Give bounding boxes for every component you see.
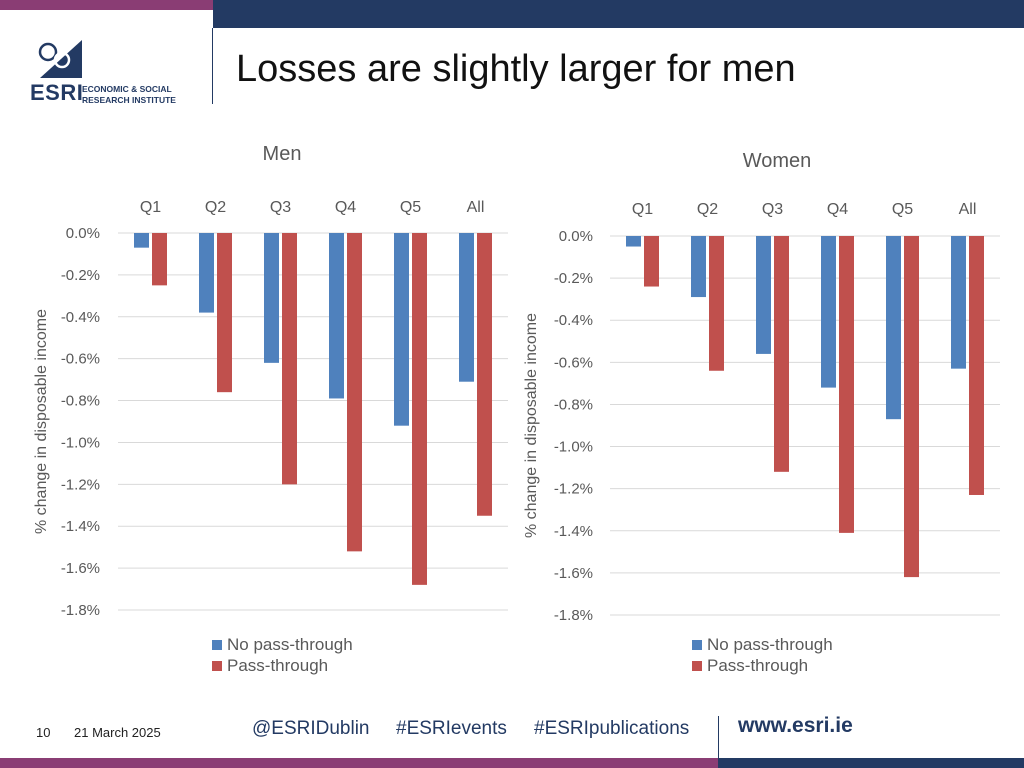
slide-date: 21 March 2025: [74, 725, 161, 740]
men-y-axis-label: % change in disposable income: [33, 309, 50, 534]
women-category-label: All: [959, 201, 977, 218]
women-y-tick-label: -1.0%: [554, 439, 593, 456]
women-category-label: Q1: [632, 201, 653, 218]
esri-logo: ESRI ECONOMIC & SOCIAL RESEARCH INSTITUT…: [30, 38, 190, 108]
men-category-label: Q1: [140, 199, 161, 216]
women-legend-label: No pass-through: [707, 635, 833, 654]
men-bar-no-pass-through: [394, 233, 409, 426]
men-y-tick-label: -1.0%: [61, 434, 100, 451]
hashtag-publications[interactable]: #ESRIpublications: [534, 718, 690, 739]
men-y-tick-label: -0.2%: [61, 267, 100, 284]
men-y-tick-label: -1.4%: [61, 518, 100, 535]
twitter-handle[interactable]: @ESRIDublin: [252, 718, 370, 739]
women-bar-pass-through: [709, 236, 724, 371]
page-number: 10: [36, 725, 51, 740]
men-bar-pass-through: [282, 233, 297, 485]
women-bar-pass-through: [774, 236, 789, 472]
women-bar-no-pass-through: [756, 236, 771, 354]
logo-line-2: RESEARCH INSTITUTE: [82, 95, 176, 105]
women-y-axis-label: % change in disposable income: [523, 313, 540, 538]
men-category-label: All: [467, 199, 485, 216]
women-y-tick-label: -0.6%: [554, 354, 593, 371]
logo-line-1: ECONOMIC & SOCIAL: [82, 84, 172, 94]
women-chart-title: Women: [743, 150, 812, 172]
men-bar-no-pass-through: [459, 233, 474, 382]
women-bar-no-pass-through: [626, 236, 641, 247]
women-bar-pass-through: [644, 236, 659, 287]
top-accent-bar: [0, 0, 213, 10]
men-y-tick-label: 0.0%: [66, 225, 100, 242]
men-bar-pass-through: [347, 233, 362, 552]
women-bar-pass-through: [904, 236, 919, 578]
men-bar-pass-through: [152, 233, 167, 286]
men-bar-no-pass-through: [264, 233, 279, 363]
women-legend-swatch: [692, 661, 702, 671]
hashtag-events[interactable]: #ESRIevents: [396, 718, 507, 739]
women-y-tick-label: 0.0%: [559, 228, 593, 245]
men-y-tick-label: -0.6%: [61, 351, 100, 368]
men-bar-no-pass-through: [199, 233, 214, 313]
women-bar-pass-through: [969, 236, 984, 495]
charts-canvas: Men 0.0% -0.2% -0.4% -0.6% -0.8% -1.0% -1.2% -1.…: [33, 143, 1000, 675]
men-bar-no-pass-through: [329, 233, 344, 399]
women-legend-label: Pass-through: [707, 656, 808, 675]
women-legend-swatch: [692, 640, 702, 650]
women-category-label: Q5: [892, 201, 913, 218]
men-category-label: Q2: [205, 199, 226, 216]
men-y-tick-label: -1.2%: [61, 476, 100, 493]
men-y-tick-label: -1.8%: [61, 602, 100, 619]
logo-divider: [212, 28, 213, 104]
women-bar-no-pass-through: [886, 236, 901, 420]
women-category-label: Q3: [762, 201, 783, 218]
men-legend-label: Pass-through: [227, 656, 328, 675]
women-y-tick-label: -1.8%: [554, 607, 593, 624]
women-bar-no-pass-through: [951, 236, 966, 369]
women-y-tick-label: -1.4%: [554, 523, 593, 540]
esri-logo-icon: [38, 40, 82, 78]
men-legend-swatch: [212, 640, 222, 650]
men-y-tick-label: -0.8%: [61, 393, 100, 410]
women-y-tick-label: -1.2%: [554, 481, 593, 498]
women-bar-no-pass-through: [821, 236, 836, 388]
women-category-label: Q2: [697, 201, 718, 218]
men-y-tick-label: -1.6%: [61, 560, 100, 577]
women-y-tick-label: -0.2%: [554, 270, 593, 287]
men-bar-pass-through: [477, 233, 492, 516]
women-bar-pass-through: [839, 236, 854, 533]
men-legend-label: No pass-through: [227, 635, 353, 654]
women-category-label: Q4: [827, 201, 848, 218]
men-bar-pass-through: [217, 233, 232, 393]
men-category-label: Q3: [270, 199, 291, 216]
logo-acronym: ESRI: [30, 80, 84, 105]
men-category-label: Q4: [335, 199, 356, 216]
women-bar-no-pass-through: [691, 236, 706, 298]
men-category-label: Q5: [400, 199, 421, 216]
men-legend-swatch: [212, 661, 222, 671]
women-y-tick-label: -1.6%: [554, 565, 593, 582]
men-chart-title: Men: [263, 143, 302, 165]
slide-title: Losses are slightly larger for men: [236, 48, 796, 90]
top-header-bar: [213, 0, 1024, 28]
website-link[interactable]: www.esri.ie: [738, 714, 853, 737]
women-y-tick-label: -0.4%: [554, 312, 593, 329]
men-bar-pass-through: [412, 233, 427, 585]
men-bar-no-pass-through: [134, 233, 149, 248]
bottom-navy-bar: [718, 758, 1024, 768]
men-y-tick-label: -0.4%: [61, 309, 100, 326]
footer-divider: [718, 716, 719, 758]
bottom-accent-bar: [0, 758, 718, 768]
women-y-tick-label: -0.8%: [554, 396, 593, 413]
